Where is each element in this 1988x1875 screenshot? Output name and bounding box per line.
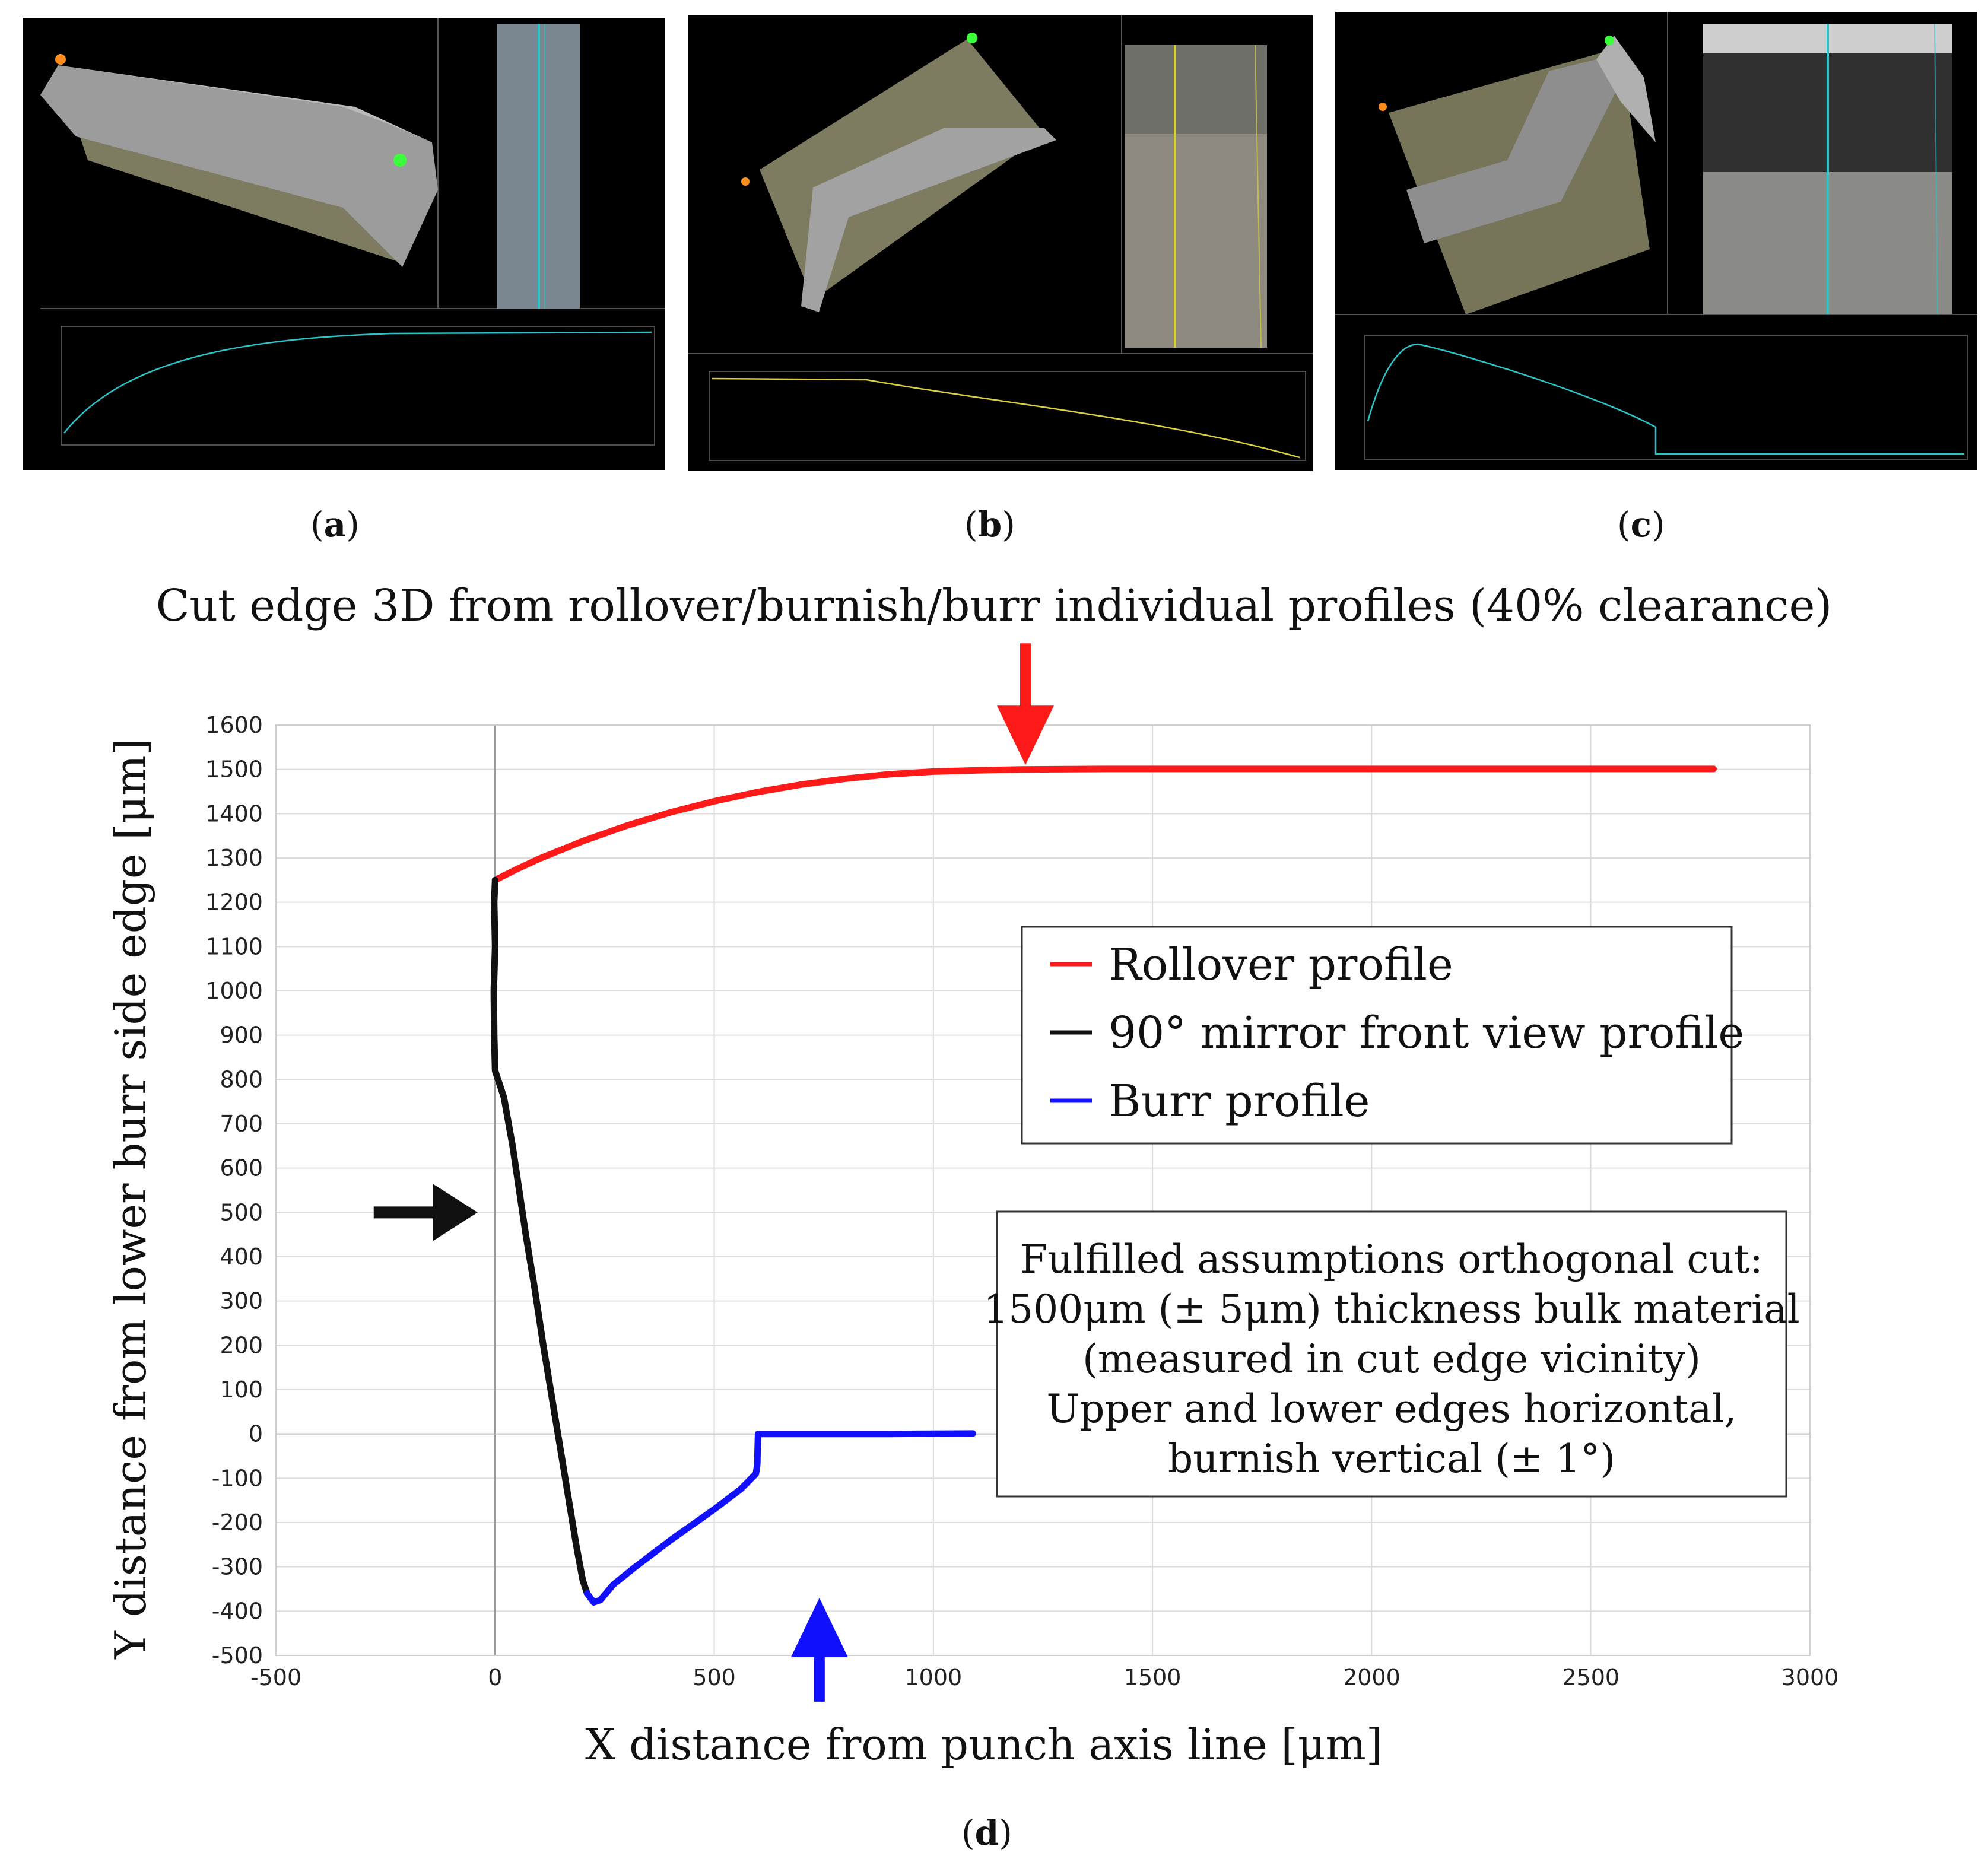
profile-chart: -500 0 500 1000 1500 2000 2500 3000-500-400-300…: [106, 643, 1838, 1769]
y-tick-label: 0: [249, 1421, 263, 1447]
x-tick-label: 500: [693, 1664, 736, 1690]
plot-area: [275, 724, 1811, 1656]
y-tick-label: 1300: [205, 845, 263, 871]
legend: Rollover profile 90° mirror front view pr…: [1021, 926, 1744, 1145]
y-tick-label: 1100: [205, 933, 263, 959]
marker-green: [393, 154, 407, 167]
x-tick-label: 3000: [1781, 1664, 1839, 1690]
figure-title: Cut edge 3D from rollover/burnish/burr i…: [155, 580, 1833, 631]
legend-entry: Rollover profile: [1109, 939, 1453, 990]
profile-trace: [1367, 343, 1964, 455]
arrows: [373, 643, 1054, 1702]
y-tick-label: 100: [220, 1377, 263, 1403]
burr-series-line: [583, 1430, 976, 1606]
y-tick-label: -400: [212, 1598, 263, 1624]
panel-c-screenshot: [1335, 12, 1977, 470]
y-tick-label: 300: [220, 1288, 263, 1314]
rollover-series-line: [491, 765, 1717, 884]
arrow-right-icon: [373, 1184, 478, 1241]
y-tick-label: 900: [220, 1022, 263, 1048]
profile-trace: [712, 377, 1300, 459]
arrow-down-icon: [996, 643, 1054, 765]
x-tick-label: 2500: [1562, 1664, 1619, 1690]
y-tick-label: -300: [212, 1554, 263, 1580]
y-tick-label: -500: [212, 1642, 263, 1669]
y-tick-label: 600: [220, 1155, 263, 1181]
y-tick-label: 1600: [205, 712, 263, 738]
mirror-series-line: [490, 876, 590, 1597]
marker-orange: [1379, 103, 1387, 111]
annotation-line: (measured in cut edge vicinity): [1082, 1336, 1701, 1382]
x-tick-label: 1500: [1124, 1664, 1182, 1690]
y-tick-label: 1400: [205, 800, 263, 827]
profile-trace: [63, 331, 652, 434]
sublabel-d: (d): [961, 1813, 1012, 1853]
cut-edge-surface: [1406, 59, 1620, 243]
marker-green: [967, 33, 977, 43]
legend-entry: 90° mirror front view profile: [1109, 1008, 1744, 1059]
sublabel-a: (a): [310, 504, 360, 545]
x-tick-label: -500: [250, 1664, 301, 1690]
y-tick-label: 1500: [205, 757, 263, 783]
cut-edge-surface: [801, 128, 1056, 312]
y-tick-label: 200: [220, 1332, 263, 1358]
legend-entry: Burr profile: [1109, 1076, 1370, 1127]
y-tick-label: 800: [220, 1066, 263, 1092]
marker-orange: [741, 177, 750, 186]
panel-a-screenshot: [23, 18, 665, 470]
y-tick-label: 1000: [205, 978, 263, 1004]
x-axis-label: X distance from punch axis line [μm]: [585, 1720, 1383, 1769]
y-tick-label: 1200: [205, 889, 263, 916]
y-tick-label: 500: [220, 1199, 263, 1225]
annotation-box: Fulfilled assumptions orthogonal cut:150…: [983, 1210, 1800, 1498]
x-tick-label: 1000: [904, 1664, 962, 1690]
arrow-up-icon: [790, 1597, 848, 1702]
y-tick-label: 400: [220, 1244, 263, 1270]
x-tick-label: 0: [488, 1664, 502, 1690]
tick-labels: -500 0 500 1000 1500 2000 2500 3000-500-400-300…: [205, 712, 1838, 1690]
marker-orange: [55, 54, 66, 65]
legend-box: [1021, 926, 1733, 1145]
annotation-line: Fulfilled assumptions orthogonal cut:: [1020, 1237, 1762, 1282]
y-tick-label: -200: [212, 1509, 263, 1536]
cut-edge-surface: [40, 65, 438, 267]
sublabel-b: (b): [964, 504, 1015, 545]
marker-green: [1605, 36, 1614, 45]
y-tick-label: 700: [220, 1111, 263, 1137]
axes: [275, 724, 1811, 1656]
panel-b-screenshot: [688, 15, 1313, 471]
y-tick-label: -100: [212, 1465, 263, 1491]
annotation-box-border: [996, 1210, 1787, 1498]
sublabel-c: (c): [1617, 504, 1665, 545]
x-tick-label: 2000: [1343, 1664, 1401, 1690]
annotation-line: Upper and lower edges horizontal,: [1046, 1386, 1736, 1432]
y-axis-label: Y distance from lower burr side edge [μm…: [106, 738, 155, 1659]
grid-lines: [275, 724, 1811, 1656]
annotation-line: 1500μm (± 5μm) thickness bulk material: [983, 1286, 1800, 1332]
series-lines: [490, 765, 1717, 1606]
annotation-line: burnish vertical (± 1°): [1168, 1436, 1615, 1482]
